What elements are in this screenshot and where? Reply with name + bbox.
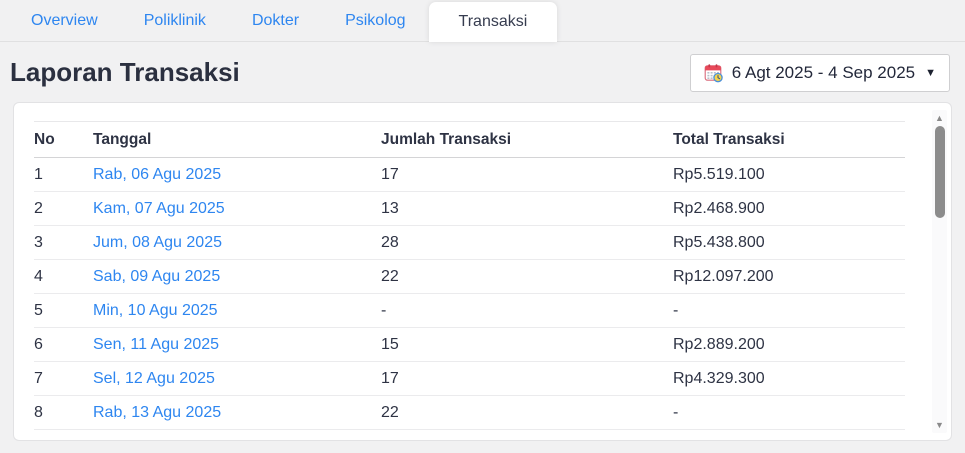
tab-poliklinik[interactable]: Poliklinik — [143, 11, 206, 29]
date-link[interactable]: Jum, 08 Agu 2025 — [93, 233, 222, 251]
total-cell: Rp2.468.900 — [673, 191, 905, 226]
row-number: 3 — [34, 225, 93, 260]
tab-overview[interactable]: Overview — [31, 11, 98, 29]
tab-psikolog[interactable]: Psikolog — [345, 11, 406, 29]
tab-dokter[interactable]: Dokter — [251, 11, 300, 29]
row-number: 6 — [34, 327, 93, 362]
table-row: 7 Sel, 12 Agu 2025 17 Rp4.329.300 — [34, 361, 905, 396]
date-link[interactable]: Sel, 12 Agu 2025 — [93, 369, 215, 387]
jumlah-cell: 13 — [381, 191, 673, 226]
table-row: 2 Kam, 07 Agu 2025 13 Rp2.468.900 — [34, 191, 905, 226]
total-cell: Rp4.329.300 — [673, 361, 905, 396]
total-cell: - — [673, 395, 905, 430]
row-number: 4 — [34, 259, 93, 294]
jumlah-cell: 22 — [381, 395, 673, 430]
total-cell: Rp5.519.100 — [673, 157, 905, 192]
transactions-table: No Tanggal Jumlah Transaksi Total Transa… — [34, 121, 905, 430]
jumlah-cell: 22 — [381, 259, 673, 294]
page-title: Laporan Transaksi — [10, 57, 240, 87]
column-header-tanggal: Tanggal — [93, 121, 381, 158]
jumlah-cell: - — [381, 293, 673, 328]
column-header-total: Total Transaksi — [673, 121, 905, 158]
date-range-label: 6 Agt 2025 - 4 Sep 2025 — [731, 62, 916, 82]
row-number: 7 — [34, 361, 93, 396]
table-row: 4 Sab, 09 Agu 2025 22 Rp12.097.200 — [34, 259, 905, 294]
jumlah-cell: 17 — [381, 157, 673, 192]
jumlah-cell: 17 — [381, 361, 673, 396]
total-cell: - — [673, 293, 905, 328]
date-link[interactable]: Kam, 07 Agu 2025 — [93, 199, 225, 217]
tab-transaksi[interactable]: Transaksi — [428, 2, 558, 42]
total-cell: Rp2.889.200 — [673, 327, 905, 362]
date-link[interactable]: Rab, 06 Agu 2025 — [93, 165, 222, 183]
scroll-down-icon[interactable]: ▼ — [935, 420, 944, 430]
caret-down-icon: ▼ — [925, 66, 936, 79]
report-card: No Tanggal Jumlah Transaksi Total Transa… — [13, 102, 952, 441]
date-range-button[interactable]: 6 Agt 2025 - 4 Sep 2025 ▼ — [689, 53, 950, 92]
date-link[interactable]: Rab, 13 Agu 2025 — [93, 403, 222, 421]
table-row: 1 Rab, 06 Agu 2025 17 Rp5.519.100 — [34, 157, 905, 192]
total-cell: Rp5.438.800 — [673, 225, 905, 260]
scrollbar-thumb[interactable] — [934, 126, 945, 218]
date-link[interactable]: Min, 10 Agu 2025 — [93, 301, 218, 319]
date-link[interactable]: Sab, 09 Agu 2025 — [93, 267, 221, 285]
table-row: 5 Min, 10 Agu 2025 - - — [34, 293, 905, 328]
jumlah-cell: 15 — [381, 327, 673, 362]
table-header-row: No Tanggal Jumlah Transaksi Total Transa… — [34, 121, 905, 158]
column-header-jumlah: Jumlah Transaksi — [381, 121, 673, 158]
column-header-no: No — [34, 121, 93, 158]
calendar-icon — [704, 63, 724, 83]
scrollbar[interactable]: ▲ ▼ — [932, 110, 947, 433]
table-row: 6 Sen, 11 Agu 2025 15 Rp2.889.200 — [34, 327, 905, 362]
row-number: 2 — [34, 191, 93, 226]
date-link[interactable]: Sen, 11 Agu 2025 — [93, 335, 220, 353]
table-row: 8 Rab, 13 Agu 2025 22 - — [34, 395, 905, 430]
row-number: 5 — [34, 293, 93, 328]
page-header: Laporan Transaksi — [0, 42, 965, 102]
tab-bar: Overview Poliklinik Dokter Psikolog Tran… — [0, 0, 965, 42]
scroll-up-icon[interactable]: ▲ — [935, 113, 944, 123]
total-cell: Rp12.097.200 — [673, 259, 905, 294]
jumlah-cell: 28 — [381, 225, 673, 260]
table-row: 3 Jum, 08 Agu 2025 28 Rp5.438.800 — [34, 225, 905, 260]
row-number: 8 — [34, 395, 93, 430]
row-number: 1 — [34, 157, 93, 192]
